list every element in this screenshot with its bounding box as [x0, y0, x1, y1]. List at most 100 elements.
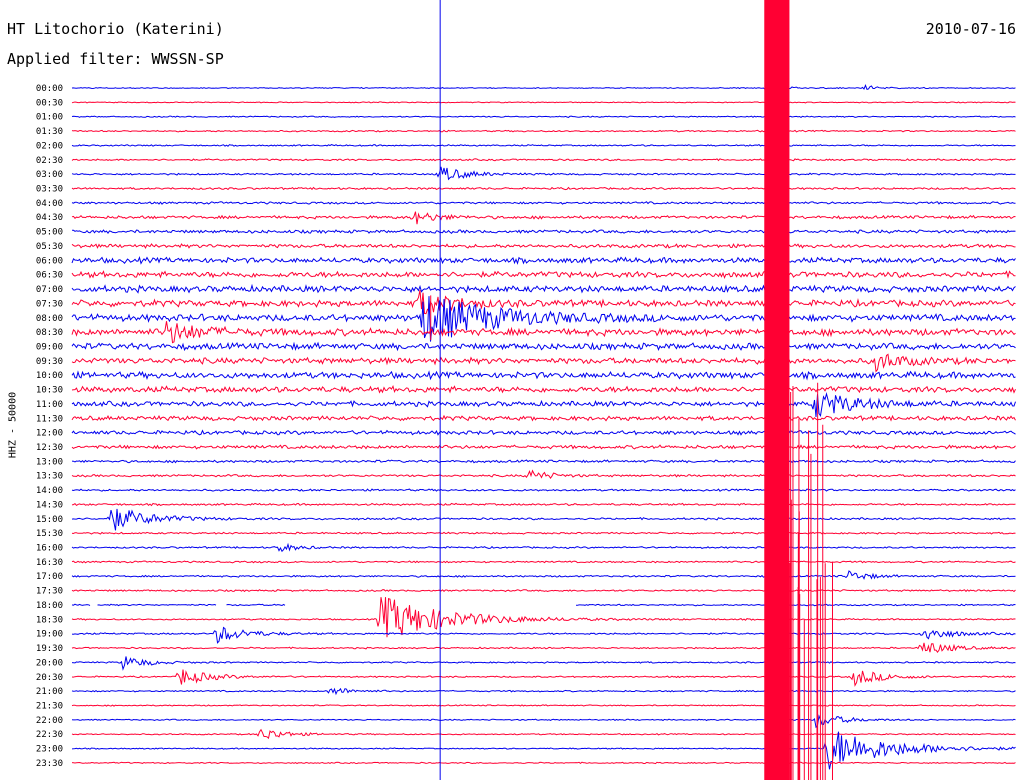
trace-line [71, 761, 1016, 765]
trace-line [71, 243, 1016, 249]
row-tick-label: 00:00 [36, 84, 63, 94]
date-label: 2010-07-16 [925, 20, 1016, 38]
row-tick-label: 12:00 [36, 429, 63, 439]
trace-line [71, 728, 1016, 740]
saturated-trace-band [764, 0, 790, 780]
tick-label-group: 00:00 00:30 01:00 01:30 02:00 02:30 03:00 03:30… [36, 84, 63, 769]
row-tick-label: 10:30 [36, 386, 63, 396]
trace-line [71, 83, 1016, 92]
trace-line [71, 687, 1016, 696]
trace-line [71, 502, 1016, 507]
marker-group [430, 0, 833, 780]
row-tick-label: 06:00 [36, 256, 63, 266]
row-tick-label: 18:30 [36, 615, 63, 625]
trace-line [71, 669, 1016, 687]
trace-group [71, 83, 1016, 770]
trace-line [71, 570, 1016, 580]
row-tick-label: 15:00 [36, 515, 63, 525]
row-tick-label: 13:30 [36, 472, 63, 482]
trace-line [71, 656, 1016, 671]
row-tick-label: 17:00 [36, 572, 63, 582]
row-tick-label: 22:30 [36, 730, 63, 740]
row-tick-label: 22:00 [36, 716, 63, 726]
trace-line [71, 341, 1016, 352]
row-tick-label: 10:00 [36, 371, 63, 381]
row-tick-label: 11:30 [36, 414, 63, 424]
trace-line [71, 542, 1016, 553]
station-title: HT Litochorio (Katerini) [7, 20, 224, 38]
row-tick-label: 07:00 [36, 285, 63, 295]
trace-line [71, 384, 1016, 394]
row-tick-label: 16:30 [36, 558, 63, 568]
trace-line [71, 642, 1016, 654]
filter-label: Applied filter: WWSSN-SP [7, 50, 224, 68]
row-tick-label: 01:00 [36, 113, 63, 123]
trace-line [71, 589, 1016, 593]
row-tick-label: 19:30 [36, 644, 63, 654]
row-tick-label: 23:00 [36, 745, 63, 755]
row-tick-label: 21:00 [36, 687, 63, 697]
trace-line [71, 626, 1016, 644]
row-tick-label: 04:00 [36, 199, 63, 209]
row-tick-label: 02:00 [36, 141, 63, 151]
trace-line [71, 469, 1016, 479]
row-tick-label: 09:00 [36, 342, 63, 352]
row-tick-label: 18:00 [36, 601, 63, 611]
trace-line [71, 459, 1016, 464]
row-tick-label: 00:30 [36, 98, 63, 108]
row-tick-label: 13:00 [36, 457, 63, 467]
trace-line [71, 353, 1016, 373]
trace-line [71, 714, 1016, 729]
trace-line [71, 211, 1016, 225]
trace-line [71, 704, 1016, 707]
row-tick-label: 19:00 [36, 630, 63, 640]
row-tick-label: 04:30 [36, 213, 63, 223]
trace-line [71, 731, 1016, 770]
row-tick-label: 12:30 [36, 443, 63, 453]
trace-line [71, 290, 1016, 315]
row-tick-label: 07:30 [36, 299, 63, 309]
row-tick-label: 16:00 [36, 544, 63, 554]
row-tick-label: 05:30 [36, 242, 63, 252]
trace-line [71, 370, 1016, 381]
row-tick-label: 14:00 [36, 486, 63, 496]
row-tick-label: 03:30 [36, 185, 63, 195]
trace-line [71, 488, 1016, 492]
trace-line [71, 166, 1016, 181]
row-tick-label: 02:30 [36, 156, 63, 166]
row-tick-label: 15:30 [36, 529, 63, 539]
trace-line [71, 444, 1016, 450]
trace-line [71, 270, 1016, 279]
trace-line [71, 414, 1016, 422]
trace-line [71, 115, 1016, 118]
row-tick-label: 09:30 [36, 357, 63, 367]
trace-line [71, 597, 1016, 638]
row-tick-label: 20:00 [36, 658, 63, 668]
row-tick-label: 03:00 [36, 170, 63, 180]
row-tick-label: 05:00 [36, 228, 63, 238]
row-tick-label: 23:30 [36, 759, 63, 769]
trace-line [71, 321, 1016, 344]
row-tick-label: 08:00 [36, 314, 63, 324]
row-tick-label: 06:30 [36, 271, 63, 281]
trace-line [71, 508, 1016, 531]
trace-line [71, 429, 1016, 436]
trace-line [71, 296, 1016, 342]
trace-line [71, 391, 1016, 418]
trace-line [71, 158, 1016, 162]
row-tick-label: 17:30 [36, 587, 63, 597]
trace-line [71, 531, 1016, 535]
trace-line [71, 229, 1016, 235]
trace-line [71, 129, 1016, 133]
trace-line [71, 603, 1016, 607]
row-tick-label: 21:30 [36, 701, 63, 711]
trace-line [71, 101, 1016, 104]
row-tick-label: 11:00 [36, 400, 63, 410]
trace-line [71, 186, 1016, 191]
trace-line [71, 560, 1016, 564]
trace-line [71, 283, 1016, 294]
trace-line [71, 256, 1016, 265]
row-tick-label: 08:30 [36, 328, 63, 338]
row-tick-label: 01:30 [36, 127, 63, 137]
